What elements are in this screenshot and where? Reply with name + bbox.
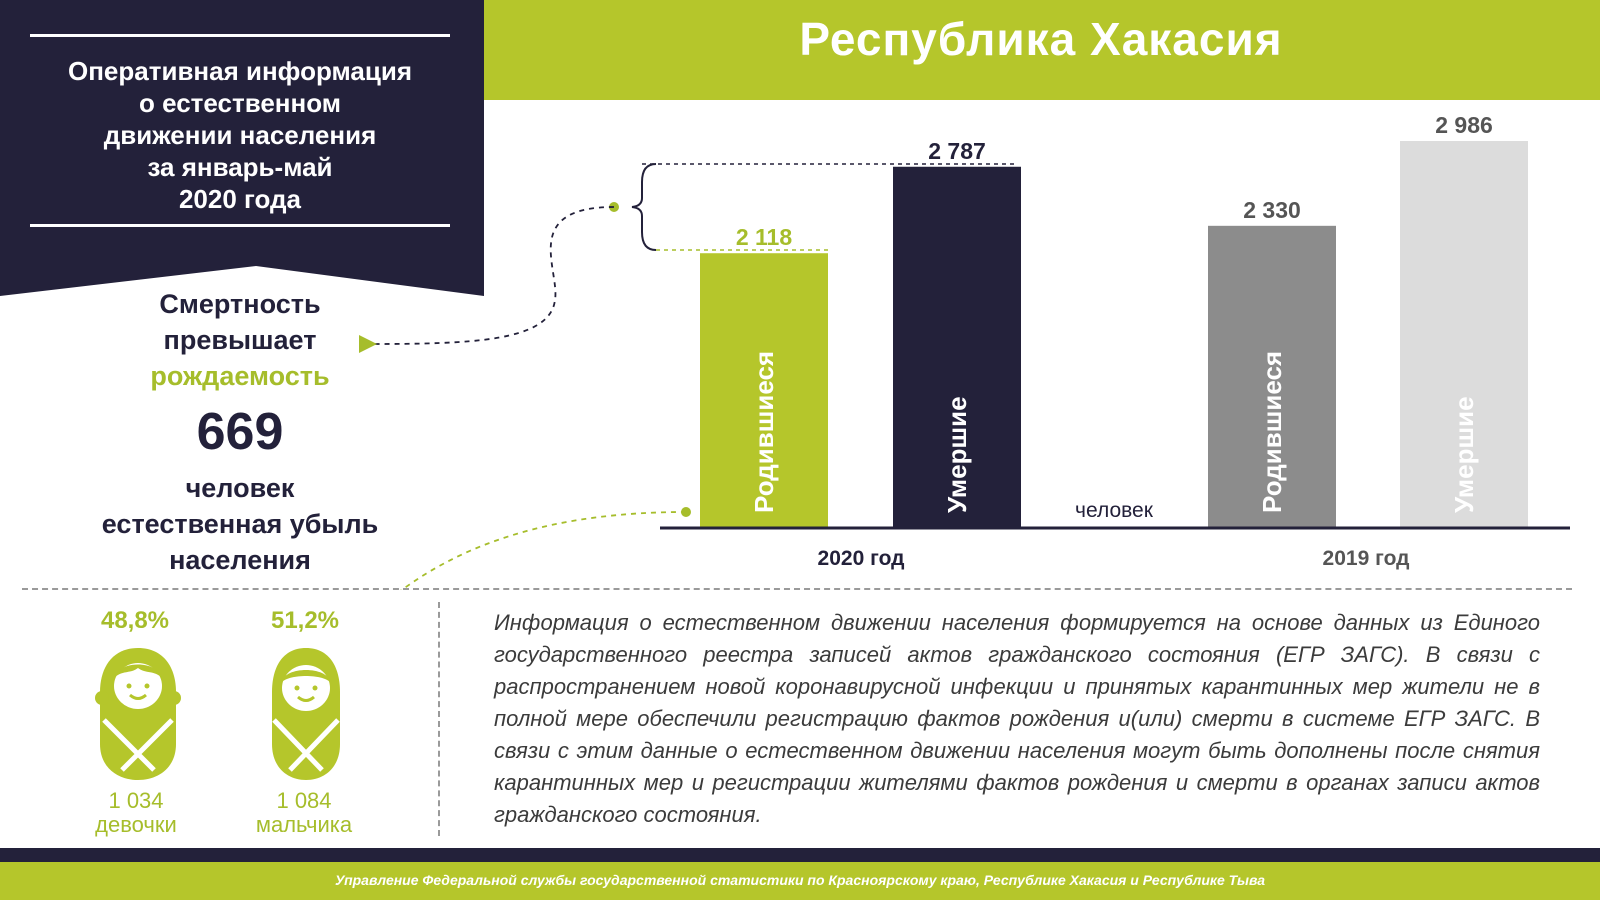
info-title-line: 2020 года xyxy=(178,184,302,214)
group-label: 2019 год xyxy=(1323,547,1410,570)
boys-percent: 51,2% xyxy=(270,607,340,634)
methodology-note: Информация о естественном движении насел… xyxy=(494,610,1540,827)
boys-count: 1 084 xyxy=(276,788,332,813)
boys-label: мальчика xyxy=(255,812,353,837)
boys-caption: 1 084 мальчика xyxy=(234,789,374,837)
difference-bracket xyxy=(631,163,657,251)
gender-connector-arrow xyxy=(400,511,687,590)
summary-caption-line: населения xyxy=(169,545,311,575)
info-panel xyxy=(0,0,484,296)
info-panel-top-rule xyxy=(30,34,450,37)
bar-name-label: Родившиеся xyxy=(749,351,779,513)
info-title-line: о естественном xyxy=(138,88,341,118)
baby-girl-icon xyxy=(95,648,181,780)
summary-caption-line: человек xyxy=(185,473,295,503)
footer-dark-strip xyxy=(0,848,1600,862)
info-title-line: за январь-май xyxy=(147,152,333,182)
summary-headline: Смертность превышает рождаемость xyxy=(40,286,440,394)
girls-percent: 48,8% xyxy=(100,607,170,634)
info-panel-title: Оперативная информация о естественном дв… xyxy=(20,55,460,215)
bar xyxy=(1208,225,1336,527)
bar xyxy=(1400,141,1528,527)
bar-value-label: 2 118 xyxy=(736,224,792,250)
bar-name-label: Родившиеся xyxy=(1257,351,1287,513)
summary-line2: превышает xyxy=(163,325,317,355)
axis-dot xyxy=(681,507,691,517)
column-divider xyxy=(438,602,440,836)
bar-value-label: 2 986 xyxy=(1435,112,1493,138)
footer-band xyxy=(0,862,1600,900)
section-divider xyxy=(22,588,1572,590)
girls-count: 1 034 xyxy=(108,788,164,813)
footer-text: Управление Федеральной службы государств… xyxy=(334,872,1266,888)
bar xyxy=(700,253,828,527)
summary-caption: человек естественная убыль населения xyxy=(40,470,440,578)
bars-layer: 2 118 Родившиеся 2 787 Умершие 2020 год 2 330… xyxy=(700,112,1528,570)
info-title-line: движении населения xyxy=(103,120,377,150)
group-label: 2020 год xyxy=(818,547,905,570)
bar-value-label: 2 787 xyxy=(928,138,986,164)
summary-line3: рождаемость xyxy=(150,361,330,391)
page-title: Республика Хакасия xyxy=(799,13,1283,65)
girls-label: девочки xyxy=(95,812,177,837)
info-title-line: Оперативная информация xyxy=(68,56,412,86)
unit-label: человек xyxy=(1075,499,1154,522)
natural-decline-number: 669 xyxy=(196,403,284,461)
baby-boy-icon xyxy=(272,648,340,780)
bar-value-label: 2 330 xyxy=(1243,197,1301,223)
girls-caption: 1 034 девочки xyxy=(66,789,206,837)
bar-name-label: Умершие xyxy=(1449,396,1479,513)
summary-caption-line: естественная убыль xyxy=(101,509,379,539)
bar xyxy=(893,166,1021,527)
bar-name-label: Умершие xyxy=(942,396,972,513)
bar-chart: 2 118 Родившиеся 2 787 Умершие 2020 год 2 330… xyxy=(358,112,1570,590)
bracket-connector-arrow xyxy=(358,206,615,354)
info-panel-bottom-rule xyxy=(30,224,450,227)
summary-line1: Смертность xyxy=(159,289,321,319)
